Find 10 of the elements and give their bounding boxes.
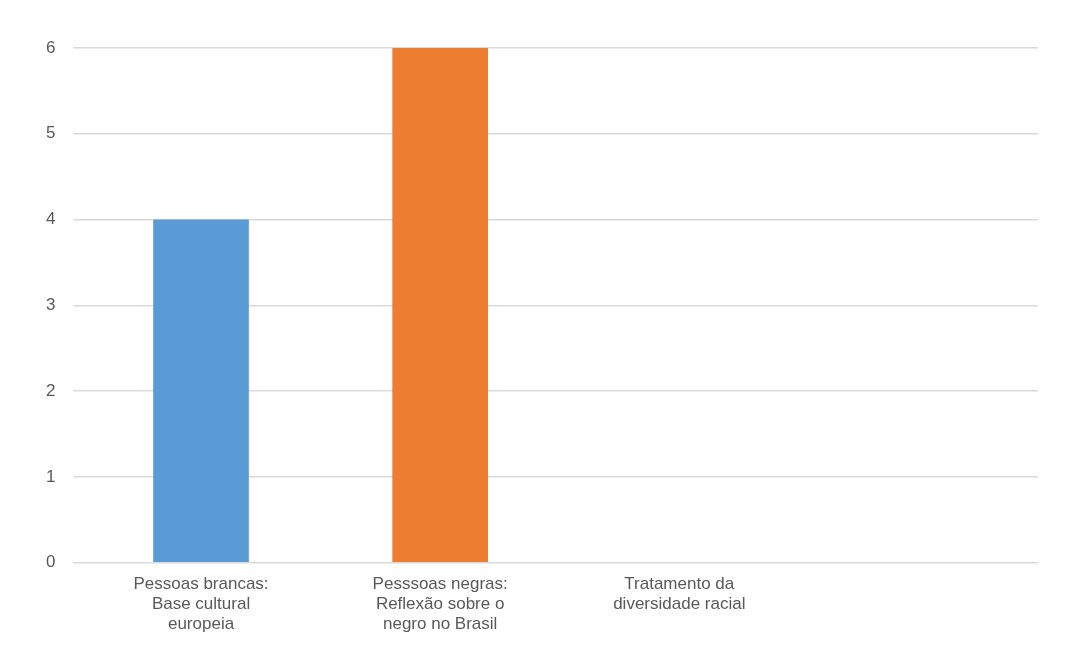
y-tick-label: 0 [45, 552, 56, 572]
y-tick-label: 5 [45, 123, 56, 143]
y-tick-label: 2 [45, 380, 56, 400]
x-tick-label: Tratamento da diversidade racial [613, 573, 746, 614]
x-tick-label: Pessoas brancas: Base cultural europeia [133, 573, 269, 634]
y-tick-label: 1 [45, 466, 56, 486]
y-tick-label: 6 [45, 37, 56, 57]
x-tick-label: Pesssoas negras: Reflexão sobre o negro no Brasil [372, 573, 508, 634]
y-tick-label: 4 [45, 209, 56, 229]
y-tick-label: 3 [45, 295, 56, 315]
